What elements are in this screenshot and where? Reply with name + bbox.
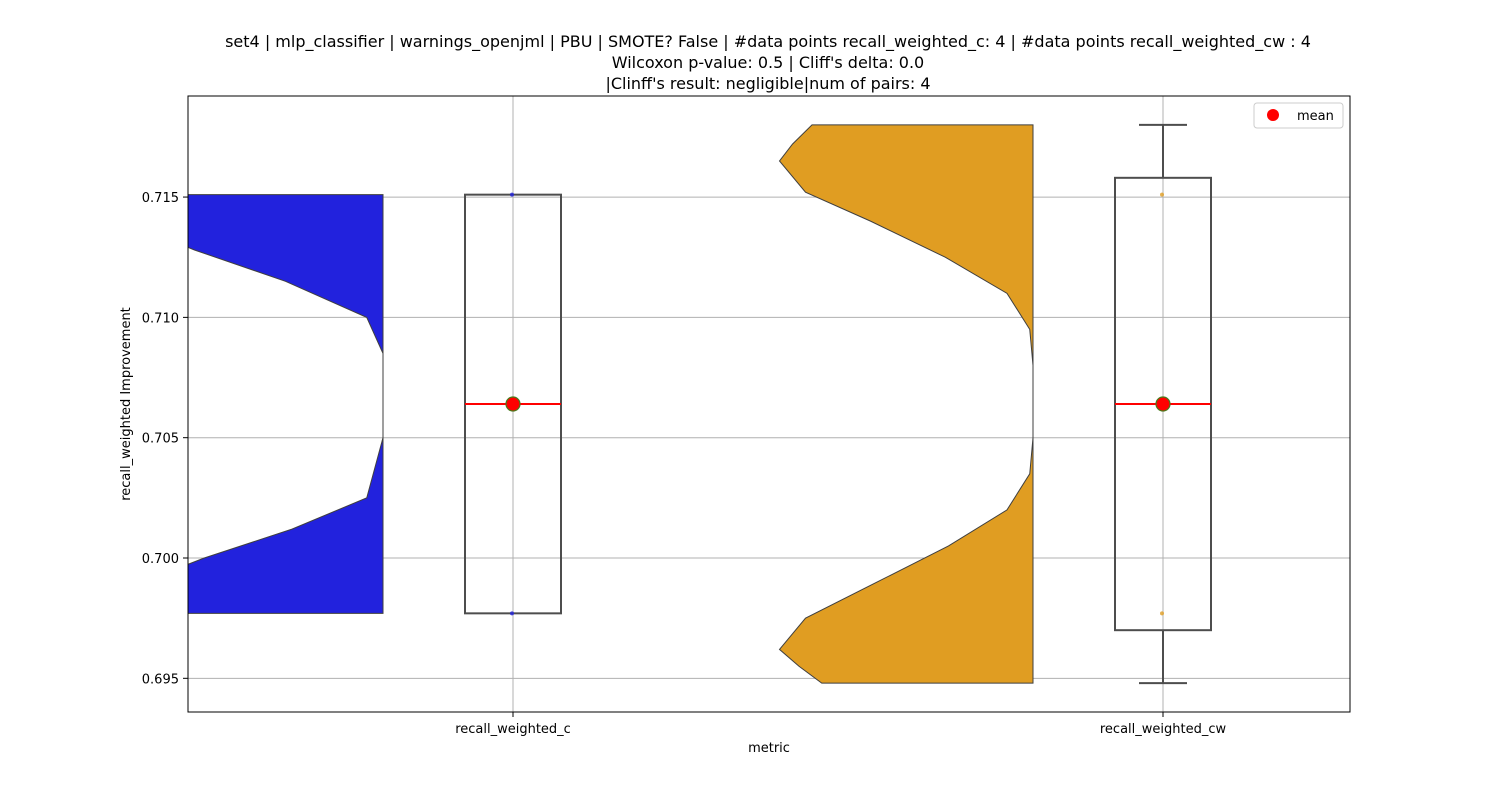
legend-mean-marker bbox=[1267, 109, 1279, 121]
legend: mean bbox=[1253, 102, 1344, 129]
mean-marker-recall_weighted_cw bbox=[1155, 396, 1171, 412]
plot-frame bbox=[187, 95, 1351, 713]
legend-box bbox=[1253, 102, 1344, 129]
data-point-recall_weighted_cw bbox=[1160, 611, 1164, 616]
chart-title: set4 | mlp_classifier | warnings_openjml… bbox=[225, 32, 1311, 93]
violin-recall_weighted_c bbox=[188, 194, 384, 614]
legend-mean-label: mean bbox=[1297, 109, 1334, 124]
x-axis: recall_weighted_c recall_weighted_cw bbox=[455, 712, 1226, 737]
violin-recall_weighted_cw bbox=[778, 124, 1034, 684]
title-line-3: |Clinff's result: negligible|num of pair… bbox=[605, 74, 930, 93]
x-tick-label: recall_weighted_cw bbox=[1100, 722, 1227, 737]
data-point-recall_weighted_c bbox=[510, 611, 514, 616]
x-axis-label: metric bbox=[748, 741, 790, 756]
y-tick-label: 0.700 bbox=[142, 552, 179, 567]
title-line-2: Wilcoxon p-value: 0.5 | Cliff's delta: 0… bbox=[612, 53, 924, 72]
y-axis: 0.695 0.700 0.705 0.710 0.715 bbox=[142, 191, 188, 687]
y-tick-label: 0.710 bbox=[142, 311, 179, 326]
y-tick-label: 0.715 bbox=[142, 191, 179, 206]
title-line-1: set4 | mlp_classifier | warnings_openjml… bbox=[225, 32, 1311, 52]
y-tick-label: 0.705 bbox=[142, 432, 179, 447]
plot-area bbox=[188, 123, 1212, 685]
x-tick-label: recall_weighted_c bbox=[455, 722, 571, 737]
data-point-recall_weighted_c bbox=[510, 192, 514, 197]
y-tick-label: 0.695 bbox=[142, 672, 179, 687]
y-axis-label: recall_weighted Improvement bbox=[119, 307, 134, 501]
mean-marker-recall_weighted_c bbox=[505, 396, 521, 412]
data-point-recall_weighted_cw bbox=[1160, 192, 1164, 197]
